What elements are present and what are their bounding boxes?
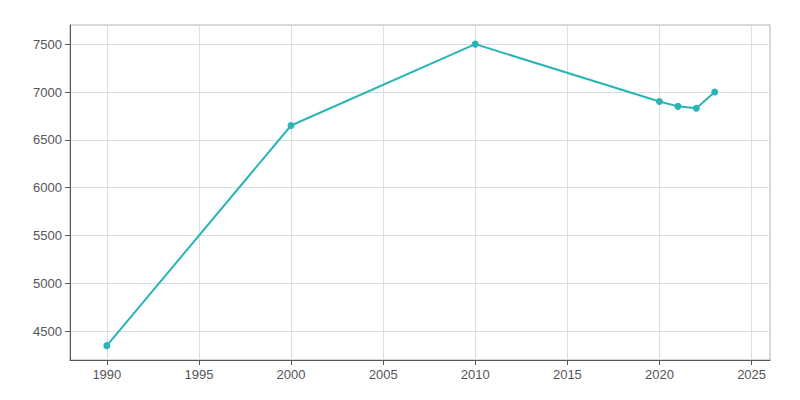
- svg-text:7000: 7000: [33, 85, 62, 100]
- svg-text:7500: 7500: [33, 37, 62, 52]
- svg-text:5500: 5500: [33, 228, 62, 243]
- svg-text:1995: 1995: [184, 367, 213, 382]
- svg-text:4500: 4500: [33, 324, 62, 339]
- svg-text:5000: 5000: [33, 276, 62, 291]
- svg-text:2015: 2015: [553, 367, 582, 382]
- svg-text:2020: 2020: [645, 367, 674, 382]
- svg-text:2005: 2005: [369, 367, 398, 382]
- svg-text:1990: 1990: [92, 367, 121, 382]
- svg-text:2000: 2000: [277, 367, 306, 382]
- svg-text:6500: 6500: [33, 132, 62, 147]
- svg-text:2010: 2010: [461, 367, 490, 382]
- svg-text:6000: 6000: [33, 180, 62, 195]
- svg-text:2025: 2025: [737, 367, 766, 382]
